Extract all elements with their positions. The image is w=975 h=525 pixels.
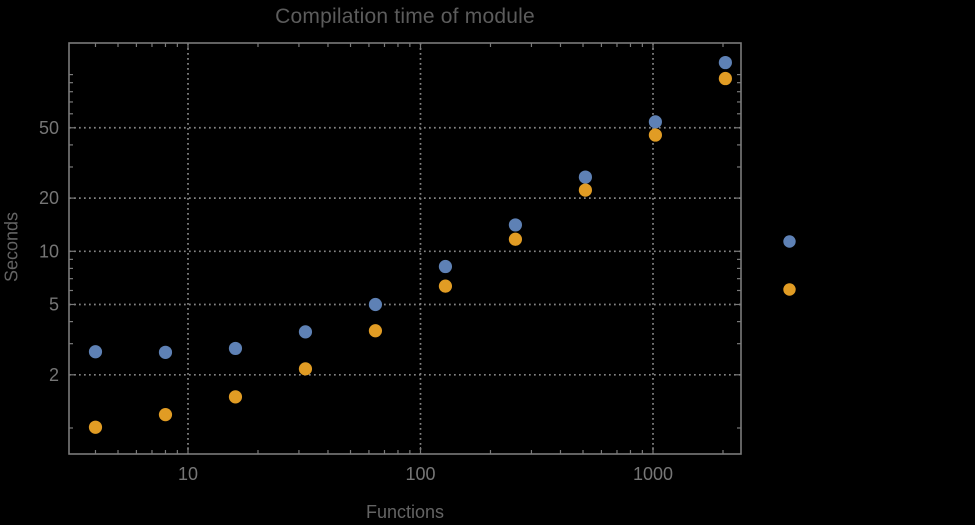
- y-tick-label-10: 10: [39, 241, 59, 261]
- data-point-orange-32: [298, 362, 313, 376]
- data-point-orange-1024: [648, 128, 662, 142]
- legend-marker-blue: [783, 235, 796, 248]
- y-axis-label: Seconds: [1, 211, 22, 283]
- data-point-blue-1024: [648, 115, 662, 129]
- data-point-blue-16: [228, 341, 243, 356]
- data-point-orange-512: [578, 183, 593, 197]
- y-tick-label-20: 20: [39, 188, 59, 208]
- y-tick-label-50: 50: [39, 118, 59, 138]
- x-axis-label: Functions: [365, 502, 445, 522]
- data-point-orange-64: [368, 324, 383, 338]
- plot-frame: [68, 42, 742, 455]
- data-point-blue-512: [578, 170, 593, 184]
- data-point-blue-32: [298, 325, 313, 339]
- y-tick-label-2: 2: [49, 365, 59, 385]
- data-point-blue-256: [508, 218, 523, 232]
- chart-title: Compilation time of module: [275, 5, 535, 28]
- x-tick-label-1000: 1000: [633, 464, 673, 484]
- y-tick-label-5: 5: [49, 294, 59, 314]
- data-point-orange-256: [508, 232, 523, 246]
- data-point-orange-2048: [718, 71, 732, 86]
- data-point-orange-128: [438, 279, 453, 293]
- data-point-blue-4: [88, 345, 103, 359]
- x-tick-label-10: 10: [178, 464, 198, 484]
- data-point-blue-2048: [718, 55, 732, 70]
- data-point-orange-16: [228, 390, 243, 404]
- x-tick-label-100: 100: [405, 464, 435, 484]
- data-point-orange-8: [158, 408, 173, 422]
- legend-marker-orange: [783, 283, 796, 296]
- data-point-orange-4: [88, 420, 103, 434]
- data-point-blue-8: [158, 345, 173, 359]
- data-point-blue-128: [438, 259, 453, 274]
- data-point-blue-64: [368, 297, 383, 312]
